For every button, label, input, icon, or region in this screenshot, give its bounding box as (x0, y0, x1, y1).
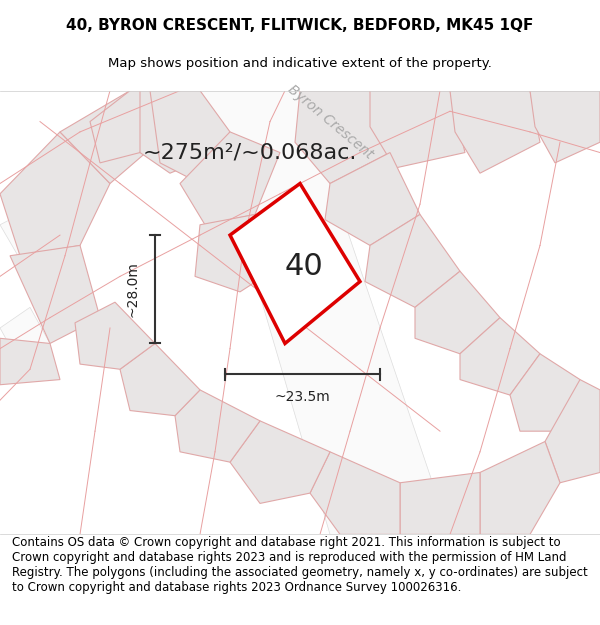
Text: Byron Crescent: Byron Crescent (284, 82, 376, 161)
Polygon shape (60, 91, 170, 184)
Polygon shape (195, 214, 280, 292)
Polygon shape (10, 246, 100, 344)
Polygon shape (230, 421, 330, 503)
Polygon shape (460, 318, 540, 395)
Polygon shape (415, 271, 500, 354)
Polygon shape (0, 132, 110, 256)
Polygon shape (0, 308, 50, 364)
Polygon shape (295, 91, 390, 184)
Polygon shape (400, 472, 480, 534)
Polygon shape (175, 390, 260, 462)
Polygon shape (310, 452, 400, 534)
Polygon shape (180, 132, 280, 225)
Polygon shape (325, 152, 420, 246)
Text: 40: 40 (284, 251, 323, 281)
Polygon shape (530, 91, 600, 163)
Polygon shape (75, 302, 155, 369)
Polygon shape (450, 91, 540, 173)
Polygon shape (510, 354, 580, 431)
Polygon shape (90, 91, 160, 163)
Polygon shape (140, 91, 220, 173)
Polygon shape (200, 91, 450, 534)
Polygon shape (120, 344, 200, 416)
Polygon shape (365, 214, 460, 308)
Polygon shape (150, 91, 230, 184)
Polygon shape (370, 91, 465, 168)
Text: Contains OS data © Crown copyright and database right 2021. This information is : Contains OS data © Crown copyright and d… (12, 536, 588, 594)
Text: 40, BYRON CRESCENT, FLITWICK, BEDFORD, MK45 1QF: 40, BYRON CRESCENT, FLITWICK, BEDFORD, M… (67, 18, 533, 33)
Text: ~28.0m: ~28.0m (126, 261, 140, 318)
Polygon shape (545, 379, 600, 482)
Polygon shape (0, 194, 80, 276)
Polygon shape (480, 441, 560, 534)
Text: ~23.5m: ~23.5m (275, 390, 331, 404)
Text: Map shows position and indicative extent of the property.: Map shows position and indicative extent… (108, 57, 492, 70)
Polygon shape (0, 338, 60, 385)
Polygon shape (230, 184, 360, 344)
Text: ~275m²/~0.068ac.: ~275m²/~0.068ac. (143, 142, 357, 162)
